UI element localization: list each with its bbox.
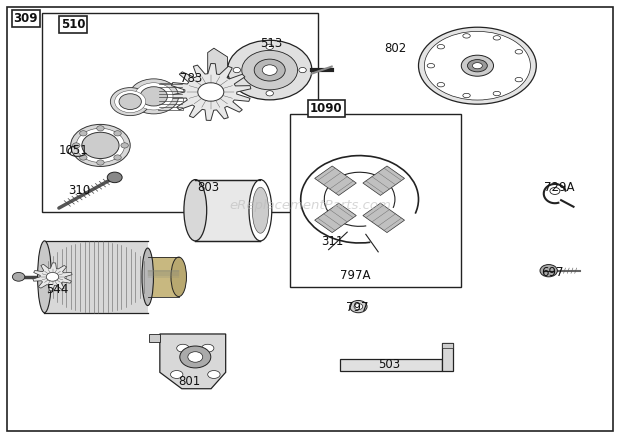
- Circle shape: [114, 131, 122, 136]
- Bar: [45, 241, 148, 313]
- Circle shape: [97, 160, 104, 165]
- Text: 729A: 729A: [544, 181, 575, 194]
- Text: 783: 783: [180, 72, 202, 85]
- Polygon shape: [149, 334, 160, 342]
- Ellipse shape: [425, 32, 531, 100]
- Ellipse shape: [38, 241, 51, 313]
- Ellipse shape: [208, 371, 220, 378]
- Circle shape: [129, 79, 179, 114]
- Ellipse shape: [437, 45, 445, 49]
- Circle shape: [119, 94, 141, 110]
- Circle shape: [71, 124, 130, 166]
- Polygon shape: [33, 263, 72, 291]
- Circle shape: [135, 83, 173, 110]
- Text: 544: 544: [46, 283, 69, 297]
- Circle shape: [73, 143, 80, 148]
- Text: 310: 310: [68, 184, 91, 197]
- Text: 510: 510: [61, 18, 86, 31]
- Polygon shape: [363, 203, 404, 233]
- Circle shape: [79, 131, 87, 136]
- Circle shape: [266, 44, 273, 49]
- Circle shape: [110, 88, 150, 116]
- Text: 311: 311: [321, 235, 343, 248]
- Polygon shape: [160, 334, 226, 389]
- Circle shape: [121, 143, 128, 148]
- Bar: [340, 359, 442, 371]
- Text: 803: 803: [197, 181, 219, 194]
- Text: 309: 309: [14, 12, 38, 25]
- Circle shape: [114, 155, 122, 160]
- Circle shape: [242, 50, 298, 90]
- Text: 1051: 1051: [59, 144, 89, 157]
- Text: 797: 797: [346, 301, 368, 314]
- Bar: [290, 114, 461, 287]
- Polygon shape: [170, 64, 251, 120]
- Ellipse shape: [437, 82, 445, 87]
- Ellipse shape: [467, 60, 487, 72]
- Circle shape: [350, 300, 367, 313]
- Text: eReplacementParts.com: eReplacementParts.com: [229, 199, 391, 212]
- Bar: [442, 343, 453, 371]
- Circle shape: [115, 91, 146, 113]
- Circle shape: [97, 126, 104, 131]
- Circle shape: [233, 67, 241, 73]
- Circle shape: [188, 352, 203, 362]
- Circle shape: [550, 187, 560, 194]
- Bar: [195, 180, 260, 241]
- Circle shape: [76, 128, 125, 162]
- Ellipse shape: [463, 34, 470, 38]
- Text: 797A: 797A: [340, 269, 370, 283]
- Circle shape: [262, 65, 277, 75]
- Ellipse shape: [515, 49, 523, 54]
- Polygon shape: [315, 166, 356, 195]
- Ellipse shape: [142, 248, 153, 306]
- Ellipse shape: [418, 27, 536, 104]
- Text: 697: 697: [541, 266, 563, 279]
- Circle shape: [79, 155, 87, 160]
- Ellipse shape: [202, 344, 214, 352]
- Text: 801: 801: [179, 375, 201, 389]
- Ellipse shape: [252, 187, 268, 233]
- Circle shape: [46, 272, 59, 281]
- Circle shape: [198, 83, 224, 101]
- Ellipse shape: [463, 93, 470, 98]
- Ellipse shape: [515, 78, 523, 82]
- Circle shape: [12, 272, 25, 281]
- Ellipse shape: [493, 92, 500, 96]
- Circle shape: [140, 87, 167, 106]
- Bar: [148, 257, 179, 297]
- Circle shape: [299, 67, 306, 73]
- Polygon shape: [315, 203, 356, 233]
- Bar: [42, 13, 318, 212]
- Circle shape: [266, 91, 273, 96]
- Text: 503: 503: [378, 358, 401, 371]
- Circle shape: [254, 59, 285, 81]
- Ellipse shape: [249, 180, 272, 241]
- Ellipse shape: [427, 64, 435, 68]
- Text: 1090: 1090: [310, 102, 343, 115]
- Bar: [442, 343, 453, 348]
- Circle shape: [107, 172, 122, 183]
- Polygon shape: [363, 166, 404, 195]
- Circle shape: [180, 346, 211, 368]
- Text: 513: 513: [260, 37, 283, 50]
- Ellipse shape: [171, 257, 187, 297]
- Polygon shape: [208, 48, 228, 92]
- Ellipse shape: [472, 63, 482, 69]
- Circle shape: [354, 304, 363, 310]
- Bar: [158, 83, 183, 110]
- Ellipse shape: [177, 344, 189, 352]
- Circle shape: [540, 265, 557, 277]
- Circle shape: [228, 40, 312, 100]
- Ellipse shape: [184, 180, 206, 241]
- Ellipse shape: [461, 55, 494, 76]
- Text: 802: 802: [384, 42, 407, 55]
- Circle shape: [82, 132, 119, 159]
- Ellipse shape: [170, 371, 183, 378]
- Ellipse shape: [493, 35, 500, 40]
